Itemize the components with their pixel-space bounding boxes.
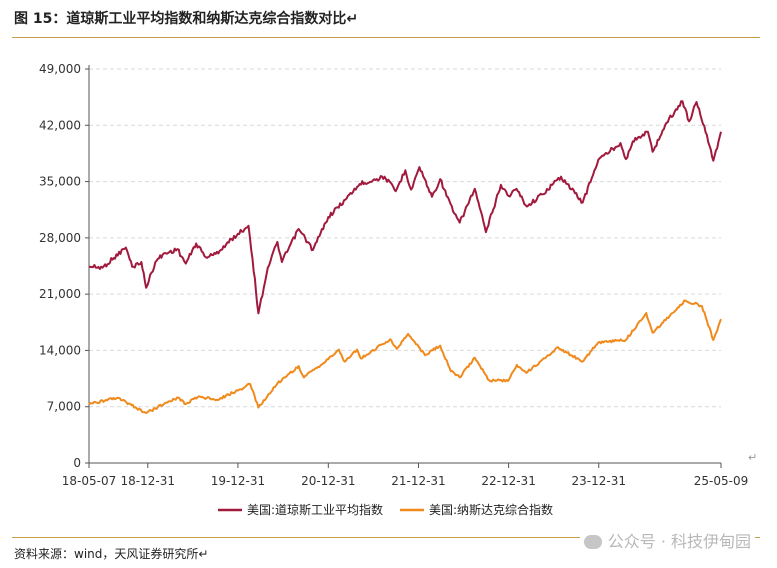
chart-title: 图 15：道琼斯工业平均指数和纳斯达克综合指数对比↵ (14, 11, 359, 27)
x-tick-label: 18-12-31 (121, 474, 175, 488)
watermark: 公众号 · 科技伊甸园 (579, 528, 755, 552)
series-line (88, 100, 722, 315)
legend-label: 美国:道琼斯工业平均指数 (247, 502, 383, 517)
x-tick-label: 21-12-31 (391, 474, 445, 488)
y-tick-label: 35,000 (39, 175, 81, 189)
y-tick-label: 42,000 (39, 118, 81, 132)
top-rule (12, 37, 760, 38)
y-tick-label: 21,000 (39, 287, 81, 301)
legend: 美国:道琼斯工业平均指数 美国:纳斯达克综合指数 (218, 502, 553, 517)
series-lines (88, 100, 722, 415)
y-tick-label: 7,000 (47, 400, 81, 414)
wechat-icon (583, 535, 602, 549)
x-tick-label: 23-12-31 (572, 474, 626, 488)
x-tick-label: 20-12-31 (301, 474, 355, 488)
source-note: 资料来源：wind，天风证券研究所↵ (14, 547, 209, 561)
y-tick-label: 28,000 (39, 231, 81, 245)
grid-lines (89, 68, 721, 408)
y-tick-label: 14,000 (39, 343, 81, 357)
x-tick-label: 25-05-09 (694, 474, 748, 488)
y-axis-ticks: 0 7,000 14,000 21,000 28,000 35,000 42,000 49,0… (39, 62, 90, 470)
x-tick-label: 18-05-07 (62, 474, 116, 488)
series-line (88, 299, 722, 415)
y-tick-label: 49,000 (39, 62, 81, 76)
line-chart: 0 7,000 14,000 21,000 28,000 35,000 42,000 49,0… (39, 62, 748, 517)
watermark-text: 公众号 · 科技伊甸园 (607, 532, 751, 551)
bottom-rule (12, 537, 760, 538)
x-tick-label: 19-12-31 (211, 474, 265, 488)
x-tick-label: 22-12-31 (481, 474, 535, 488)
corner-mark: ↵ (748, 451, 758, 464)
y-tick-label: 0 (73, 456, 81, 470)
legend-label: 美国:纳斯达克综合指数 (429, 502, 553, 517)
x-axis-ticks: 18-05-07 18-12-31 19-12-31 20-12-31 21-12-31… (62, 462, 748, 488)
